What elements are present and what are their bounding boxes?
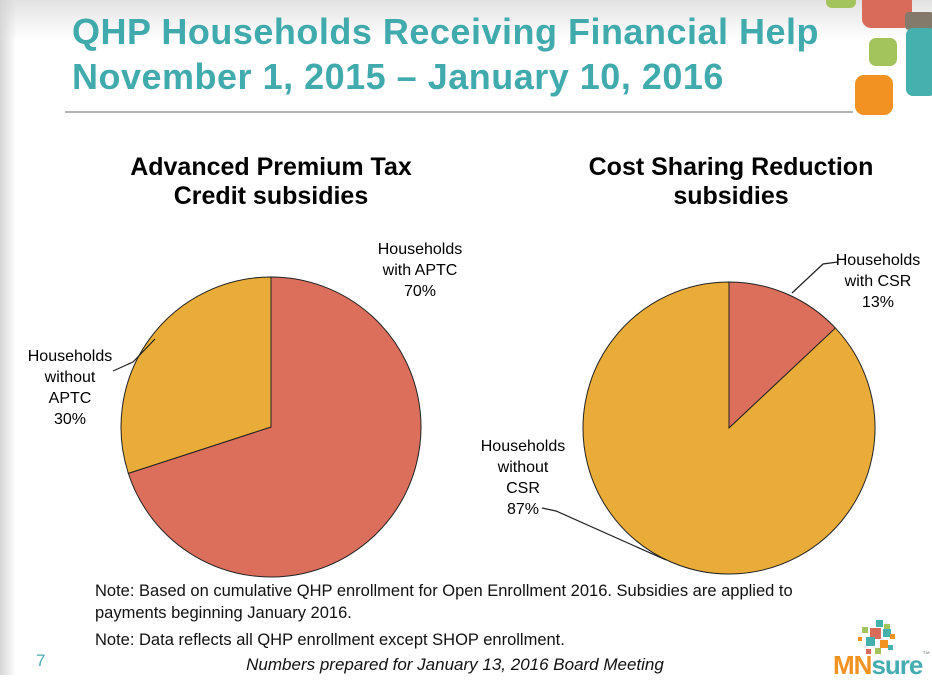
slide-title-line2: November 1, 2015 – January 10, 2016	[72, 56, 724, 97]
leader-line-csr-with	[791, 261, 839, 294]
slide-title-line1: QHP Households Receiving Financial Help	[72, 11, 820, 52]
decor-teal-square	[906, 28, 932, 96]
slide-top-shadow	[0, 0, 932, 40]
pie-slice	[582, 281, 876, 575]
mnsure-logo-mosaic	[858, 620, 895, 654]
decor-gray-square	[905, 12, 932, 30]
title-divider	[65, 111, 853, 113]
note-cumulative-enrollment: Note: Based on cumulative QHP enrollment…	[95, 582, 793, 622]
chart-title-csr: Cost Sharing Reduction subsidies	[588, 153, 874, 210]
page-number: 7	[36, 651, 46, 670]
leader-line-csr-without	[541, 507, 667, 561]
decor-orange-square	[855, 75, 893, 115]
leader-line-aptc-without	[112, 338, 156, 372]
note-shop-enrollment: Note: Data reflects all QHP enrollment e…	[95, 631, 565, 649]
mnsure-logo-sure: sure	[871, 650, 923, 680]
footer-board-meeting: Numbers prepared for January 13, 2016 Bo…	[246, 655, 664, 674]
label-households-with-csr: Households with CSR 13%	[835, 252, 921, 311]
label-households-with-aptc: Households with APTC 70%	[377, 241, 463, 300]
mnsure-logo-text: MNsure™	[833, 650, 930, 681]
decor-green-square	[869, 38, 897, 66]
label-households-without-aptc: Households without APTC 30%	[27, 348, 113, 428]
slide-left-shadow	[0, 0, 16, 675]
decor-red-square	[862, 0, 912, 28]
pie-chart-csr	[582, 281, 876, 575]
decor-green-square-top	[826, 0, 856, 8]
mnsure-logo-mn: MN	[833, 650, 872, 680]
pie-chart-aptc	[120, 276, 422, 578]
label-households-without-csr: Households without CSR 87%	[480, 438, 566, 518]
chart-title-aptc: Advanced Premium Tax Credit subsidies	[130, 153, 412, 210]
mnsure-logo-trademark: ™	[922, 650, 931, 659]
pie-slice	[120, 276, 272, 474]
pie-slice	[127, 276, 422, 578]
pie-slice	[728, 281, 837, 430]
